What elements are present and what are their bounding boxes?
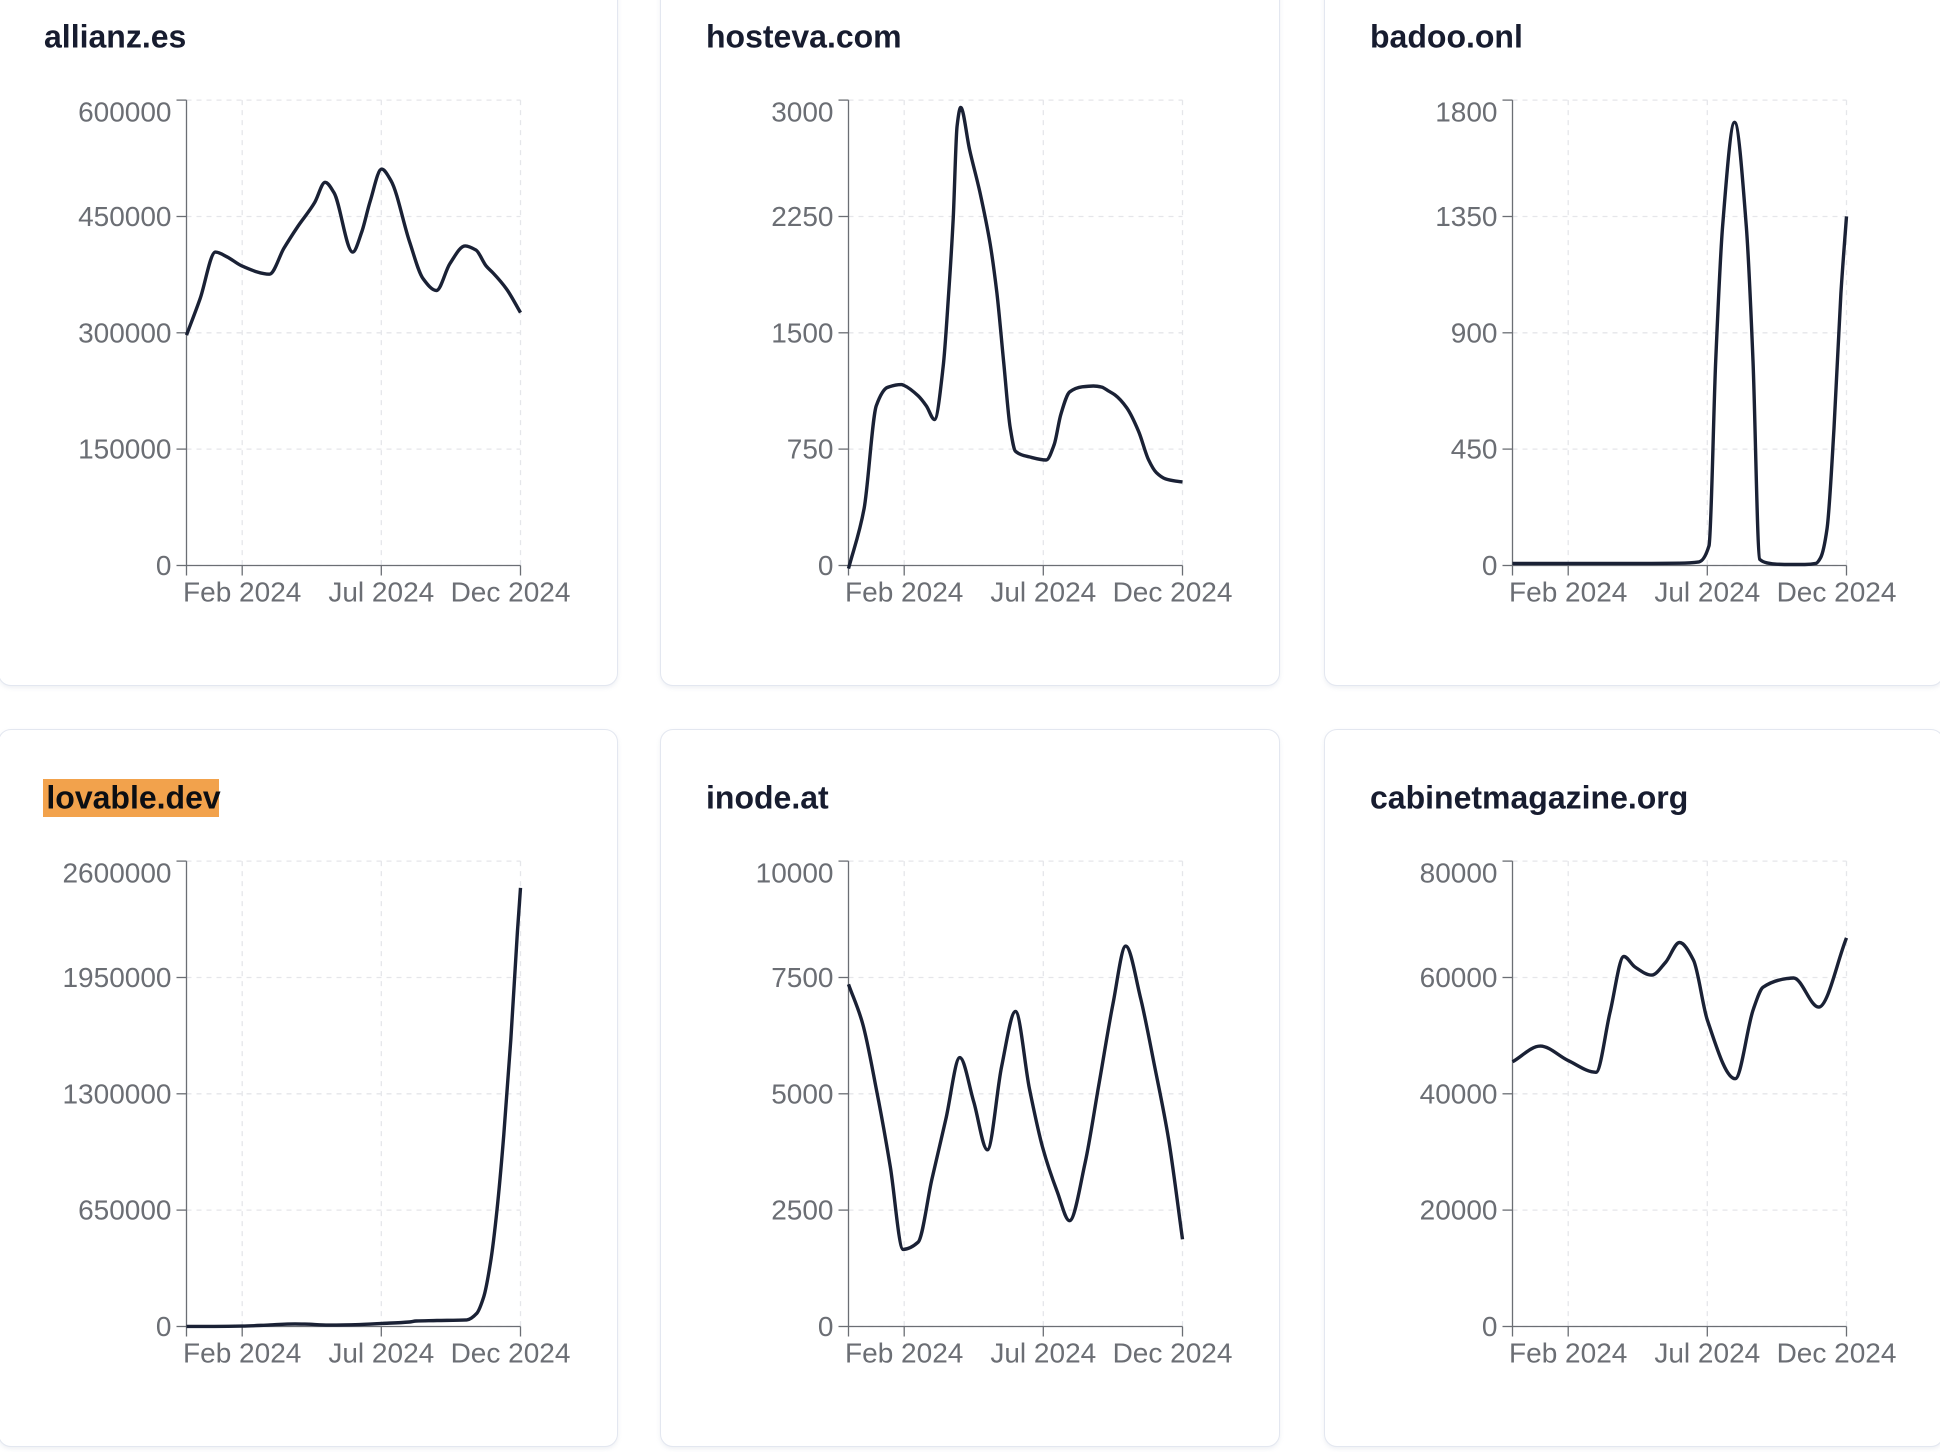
svg-text:0: 0 xyxy=(155,550,171,581)
svg-text:Dec 2024: Dec 2024 xyxy=(450,1337,570,1368)
svg-text:1800: 1800 xyxy=(1435,96,1497,127)
svg-text:2250: 2250 xyxy=(771,201,833,232)
svg-text:450: 450 xyxy=(1450,433,1497,464)
svg-text:0: 0 xyxy=(1481,1311,1497,1342)
svg-text:1300000: 1300000 xyxy=(62,1078,171,1109)
svg-text:3000: 3000 xyxy=(771,96,833,127)
svg-text:150000: 150000 xyxy=(78,433,171,464)
svg-text:1950000: 1950000 xyxy=(62,962,171,993)
svg-text:0: 0 xyxy=(155,1311,171,1342)
svg-text:Feb 2024: Feb 2024 xyxy=(1509,576,1627,607)
svg-text:cabinetmagazine.org: cabinetmagazine.org xyxy=(1370,779,1688,815)
svg-text:0: 0 xyxy=(817,1311,833,1342)
svg-text:Jul 2024: Jul 2024 xyxy=(990,576,1096,607)
svg-text:Jul 2024: Jul 2024 xyxy=(328,1337,434,1368)
svg-text:10000: 10000 xyxy=(755,857,833,888)
svg-text:600000: 600000 xyxy=(78,96,171,127)
svg-text:Dec 2024: Dec 2024 xyxy=(1776,1337,1896,1368)
svg-text:750: 750 xyxy=(786,433,833,464)
svg-text:0: 0 xyxy=(817,550,833,581)
svg-text:hosteva.com: hosteva.com xyxy=(706,18,902,54)
svg-text:Feb 2024: Feb 2024 xyxy=(845,576,963,607)
svg-text:Jul 2024: Jul 2024 xyxy=(328,576,434,607)
svg-text:Jul 2024: Jul 2024 xyxy=(1654,1337,1760,1368)
svg-text:1500: 1500 xyxy=(771,317,833,348)
svg-text:5000: 5000 xyxy=(771,1078,833,1109)
svg-text:60000: 60000 xyxy=(1419,962,1497,993)
svg-text:allianz.es: allianz.es xyxy=(44,18,186,54)
svg-text:0: 0 xyxy=(1481,550,1497,581)
svg-text:Feb 2024: Feb 2024 xyxy=(183,576,301,607)
svg-text:1350: 1350 xyxy=(1435,201,1497,232)
svg-text:badoo.onl: badoo.onl xyxy=(1370,18,1523,54)
svg-text:Dec 2024: Dec 2024 xyxy=(1112,576,1232,607)
svg-text:7500: 7500 xyxy=(771,962,833,993)
svg-text:Jul 2024: Jul 2024 xyxy=(1654,576,1760,607)
svg-text:Feb 2024: Feb 2024 xyxy=(1509,1337,1627,1368)
svg-text:300000: 300000 xyxy=(78,317,171,348)
svg-text:450000: 450000 xyxy=(78,201,171,232)
svg-text:Feb 2024: Feb 2024 xyxy=(183,1337,301,1368)
svg-text:40000: 40000 xyxy=(1419,1078,1497,1109)
svg-text:650000: 650000 xyxy=(78,1194,171,1225)
svg-text:Dec 2024: Dec 2024 xyxy=(1112,1337,1232,1368)
svg-text:Jul 2024: Jul 2024 xyxy=(990,1337,1096,1368)
svg-text:Feb 2024: Feb 2024 xyxy=(845,1337,963,1368)
svg-text:80000: 80000 xyxy=(1419,857,1497,888)
svg-text:lovable.dev: lovable.dev xyxy=(46,779,221,815)
svg-text:900: 900 xyxy=(1450,317,1497,348)
svg-text:inode.at: inode.at xyxy=(706,779,829,815)
svg-text:Dec 2024: Dec 2024 xyxy=(450,576,570,607)
svg-text:2600000: 2600000 xyxy=(62,857,171,888)
svg-text:Dec 2024: Dec 2024 xyxy=(1776,576,1896,607)
svg-text:20000: 20000 xyxy=(1419,1194,1497,1225)
svg-text:2500: 2500 xyxy=(771,1194,833,1225)
